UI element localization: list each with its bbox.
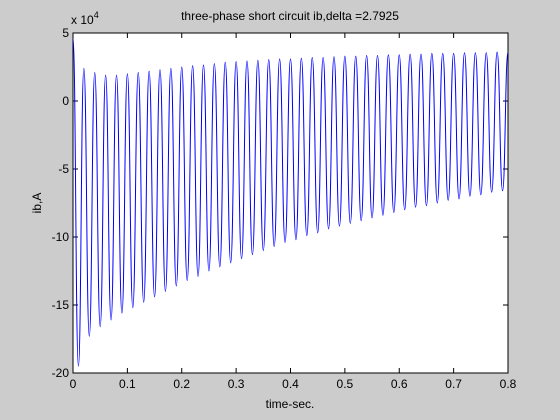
- multiplier-exponent: 4: [94, 10, 99, 20]
- y-tick-label: -20: [52, 366, 70, 380]
- x-tick-label: 0.4: [282, 377, 299, 391]
- x-tick-label: 0.8: [500, 377, 517, 391]
- x-tick-label: 0.5: [337, 377, 354, 391]
- chart-title: three-phase short circuit ib,delta =2.79…: [181, 9, 399, 23]
- y-tick-label: 0: [62, 94, 69, 108]
- x-axis-label: time-sec.: [266, 397, 315, 411]
- x-tick-label: 0.7: [445, 377, 462, 391]
- x-tick-label: 0.2: [173, 377, 190, 391]
- y-axis-label: ib,A: [30, 193, 44, 214]
- x-tick-label: 0.3: [228, 377, 245, 391]
- y-tick-label: -5: [58, 162, 69, 176]
- y-multiplier: x 104: [71, 10, 99, 27]
- series-line: [72, 37, 509, 367]
- x-tick-label: 0.6: [391, 377, 408, 391]
- multiplier-base: x 10: [71, 13, 94, 27]
- x-tick-label: 0.1: [119, 377, 136, 391]
- y-tick-label: -10: [52, 230, 70, 244]
- x-tick-label: 0: [70, 377, 77, 391]
- plot-area: [72, 32, 509, 374]
- y-tick-label: 5: [62, 26, 69, 40]
- y-tick-label: -15: [52, 298, 70, 312]
